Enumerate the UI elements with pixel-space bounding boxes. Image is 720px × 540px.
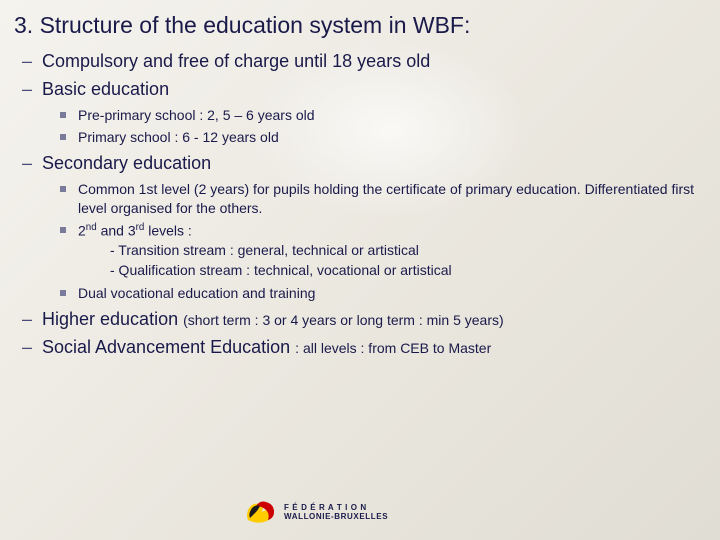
federation-logo-icon	[244, 498, 280, 528]
social-advancement-detail: : all levels : from CEB to Master	[295, 340, 491, 356]
higher-education-detail: (short term : 3 or 4 years or long term …	[183, 312, 504, 328]
qualification-stream: - Qualification stream : technical, voca…	[78, 261, 704, 281]
bullet-common-first-level: Common 1st level (2 years) for pupils ho…	[78, 180, 704, 218]
bullet-secondary-education: Secondary education Common 1st level (2 …	[42, 151, 704, 303]
social-advancement-label: Social Advancement Education	[42, 337, 295, 357]
secondary-education-sublist: Common 1st level (2 years) for pupils ho…	[42, 180, 704, 303]
federation-logo-text: F É D É R A T I O N WALLONIE-BRUXELLES	[284, 504, 388, 522]
bullet-social-advancement: Social Advancement Education : all level…	[42, 335, 704, 359]
bullet-list-level1: Compulsory and free of charge until 18 y…	[14, 49, 704, 360]
federation-logo: F É D É R A T I O N WALLONIE-BRUXELLES	[244, 498, 388, 528]
levels-sup-nd: nd	[86, 222, 97, 233]
levels-text-prefix: 2	[78, 223, 86, 239]
basic-education-sublist: Pre-primary school : 2, 5 – 6 years old …	[42, 106, 704, 148]
bullet-secondary-label: Secondary education	[42, 153, 211, 173]
bullet-dual-vocational: Dual vocational education and training	[78, 284, 704, 303]
slide-content: 3. Structure of the education system in …	[0, 0, 720, 376]
bullet-compulsory: Compulsory and free of charge until 18 y…	[42, 49, 704, 73]
slide-title: 3. Structure of the education system in …	[14, 12, 704, 39]
bullet-pre-primary: Pre-primary school : 2, 5 – 6 years old	[78, 106, 704, 125]
levels-text-suffix: levels :	[144, 223, 191, 239]
higher-education-label: Higher education	[42, 309, 183, 329]
bullet-basic-education: Basic education Pre-primary school : 2, …	[42, 77, 704, 147]
bullet-basic-education-label: Basic education	[42, 79, 169, 99]
levels-text-mid: and 3	[97, 223, 136, 239]
bullet-higher-education: Higher education (short term : 3 or 4 ye…	[42, 307, 704, 331]
transition-stream: - Transition stream : general, technical…	[78, 241, 704, 261]
bullet-primary: Primary school : 6 - 12 years old	[78, 128, 704, 147]
bullet-second-third-levels: 2nd and 3rd levels : - Transition stream…	[78, 221, 704, 280]
federation-text-line2: WALLONIE-BRUXELLES	[284, 513, 388, 522]
